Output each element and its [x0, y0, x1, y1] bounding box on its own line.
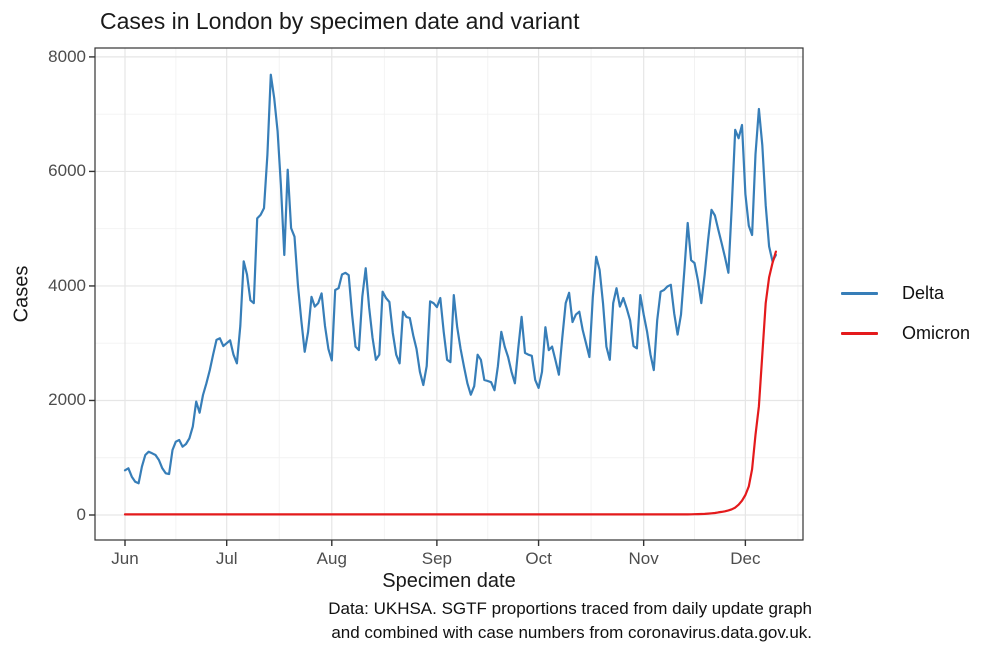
y-tick-label: 6000: [48, 161, 86, 181]
legend-label: Delta: [902, 283, 945, 303]
legend-item-omicron: Omicron: [841, 323, 970, 344]
x-tick-label: Dec: [730, 549, 761, 568]
y-tick-label: 4000: [48, 275, 86, 295]
x-tick-label: Oct: [525, 549, 552, 568]
omicron-series-line: [123, 250, 778, 516]
panel-border: [94, 47, 804, 541]
x-tick-label: Aug: [316, 549, 347, 568]
legend-line-swatch-omicron: [841, 332, 878, 335]
legend-item-delta: Delta: [841, 283, 970, 304]
caption-line-1: Data: UKHSA. SGTF proportions traced fro…: [328, 599, 812, 618]
y-tick-label: 0: [76, 505, 86, 524]
legend-line-swatch-delta: [841, 292, 878, 295]
panel-background: [95, 48, 803, 540]
y-tick-label: 2000: [48, 390, 86, 410]
delta-series-line: [123, 73, 778, 485]
y-tick-label: 8000: [48, 46, 86, 66]
caption: Data: UKHSA. SGTF proportions traced fro…: [328, 597, 812, 645]
legend-label: Omicron: [902, 323, 971, 343]
caption-line-2: and combined with case numbers from coro…: [331, 623, 812, 642]
x-axis-title: Specimen date: [382, 570, 516, 592]
x-tick-label: Jul: [215, 549, 238, 568]
chart-title: Cases in London by specimen date and var…: [100, 8, 580, 34]
x-tick-label: Sep: [421, 549, 452, 568]
x-tick-label: Nov: [628, 549, 659, 568]
legend: Delta Omicron: [841, 283, 970, 344]
x-tick-label: Jun: [111, 549, 139, 568]
